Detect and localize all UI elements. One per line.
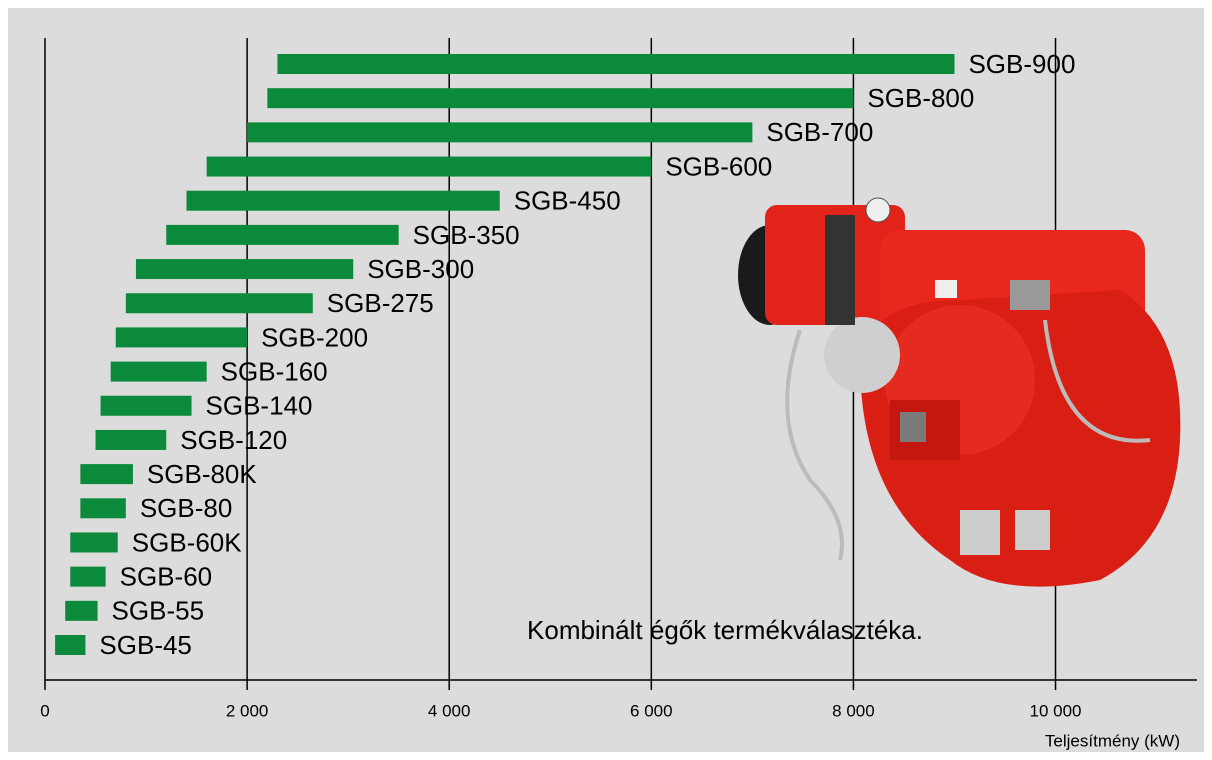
bar: [115, 327, 248, 348]
category-label: SGB-120: [180, 425, 287, 455]
bar: [95, 429, 167, 450]
bar: [206, 156, 652, 177]
category-label: SGB-60: [120, 562, 213, 592]
category-label: SGB-80: [140, 493, 233, 523]
category-label: SGB-45: [99, 630, 192, 660]
bar: [70, 532, 118, 553]
bar: [125, 293, 313, 314]
x-tick-label: 0: [40, 701, 49, 720]
annotation: Kombinált égők termékválasztéka.: [527, 615, 923, 645]
category-label: SGB-350: [413, 220, 520, 250]
bar: [80, 498, 126, 519]
bar: [166, 224, 399, 245]
x-tick-label: 6 000: [630, 701, 673, 720]
x-tick-label: 10 000: [1030, 701, 1082, 720]
x-tick-label: 4 000: [428, 701, 471, 720]
category-label: SGB-55: [112, 596, 204, 626]
bar: [110, 361, 207, 382]
burner-photo: [738, 197, 1181, 587]
category-label: SGB-160: [221, 356, 328, 386]
bar: [80, 464, 133, 485]
category-label: SGB-900: [968, 49, 1075, 79]
bar: [267, 88, 854, 109]
bar: [135, 259, 354, 280]
x-tick-label: 8 000: [832, 701, 875, 720]
bar: [100, 395, 192, 416]
category-label: SGB-700: [766, 117, 873, 147]
bar: [65, 600, 98, 621]
category-label: SGB-140: [206, 391, 313, 421]
category-label: SGB-300: [367, 254, 474, 284]
category-label: SGB-80K: [147, 459, 257, 489]
bar: [277, 54, 955, 74]
category-label: SGB-275: [327, 288, 434, 318]
x-tick-label: 2 000: [226, 701, 269, 720]
category-label: SGB-600: [665, 151, 772, 181]
category-label: SGB-800: [867, 83, 974, 113]
bar: [70, 566, 106, 587]
x-axis-label: Teljesítmény (kW): [1045, 731, 1180, 750]
category-label: SGB-60K: [132, 527, 242, 557]
category-label: SGB-200: [261, 322, 368, 352]
bar: [247, 122, 753, 143]
bar: [186, 190, 500, 211]
bar: [55, 635, 86, 655]
category-label: SGB-450: [514, 186, 621, 216]
